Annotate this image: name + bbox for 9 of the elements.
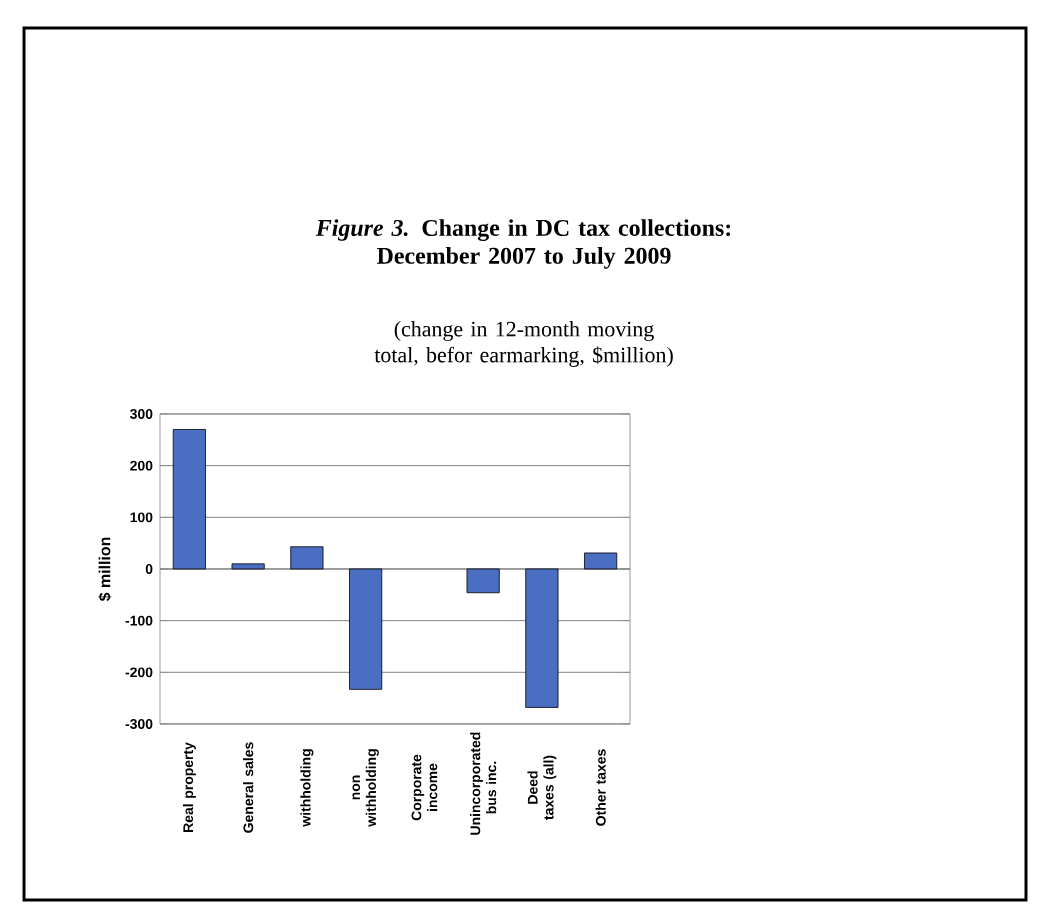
- bar: [466, 568, 500, 594]
- bar: [525, 568, 559, 708]
- bar: [231, 563, 265, 570]
- bar: [290, 546, 324, 570]
- chart-title: Figure 3. Change in DC tax collections: December 2007 to July 2009: [315, 219, 731, 269]
- bar: [349, 568, 383, 690]
- chart-subtitle: (change in 12-month moving total, befor earmarking, $million): [374, 321, 673, 367]
- bar: [172, 429, 206, 570]
- bar: [584, 552, 618, 570]
